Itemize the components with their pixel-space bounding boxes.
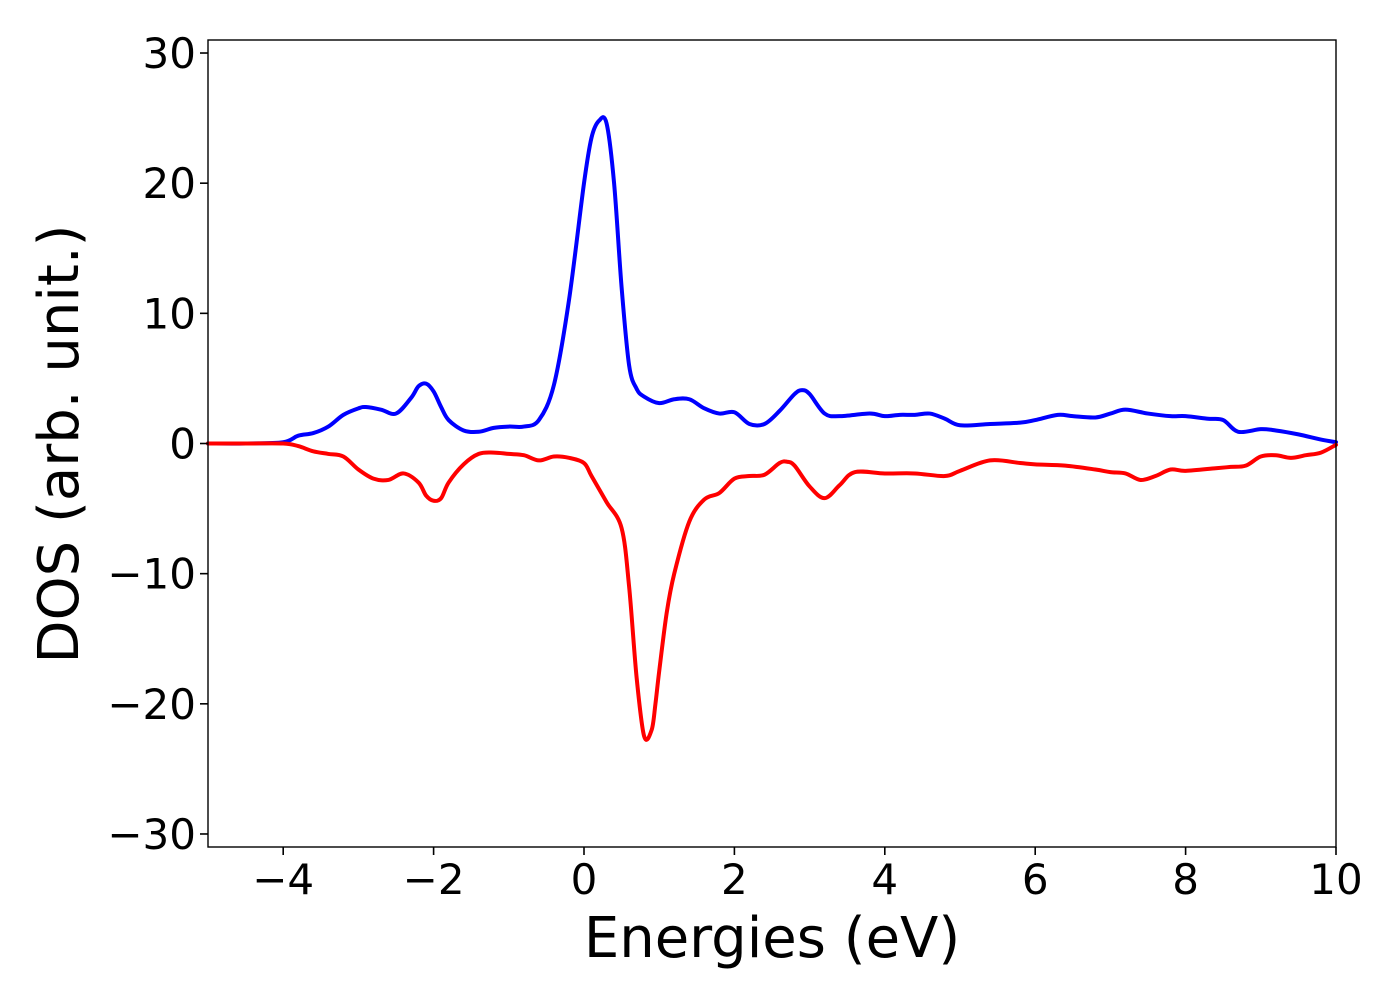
x-tick-label: −2 [403, 855, 465, 904]
y-axis: −30 −20 −10 0 10 20 30 [107, 29, 208, 859]
x-axis-title: Energies (eV) [584, 906, 960, 971]
x-tick-label: 4 [871, 855, 898, 904]
y-tick-label: 10 [143, 289, 196, 338]
y-tick-label: −30 [107, 810, 196, 859]
y-tick-label: −20 [107, 680, 196, 729]
y-tick-label: −10 [107, 550, 196, 599]
x-tick-label: 6 [1022, 855, 1049, 904]
y-tick-label: 20 [143, 159, 196, 208]
x-tick-label: 0 [571, 855, 598, 904]
x-tick-label: −4 [252, 855, 314, 904]
x-tick-label: 2 [721, 855, 748, 904]
plot-frame [207, 39, 1337, 848]
x-tick-label: 10 [1309, 855, 1362, 904]
x-tick-label: 8 [1172, 855, 1199, 904]
plot-area [206, 115, 1338, 742]
y-tick-label: 30 [143, 29, 196, 78]
series-line-blue [206, 115, 1338, 446]
y-axis-title: DOS (arb. unit.) [27, 224, 92, 663]
y-tick-label: 0 [169, 420, 196, 469]
series-line-red [206, 441, 1338, 742]
x-axis: −4 −2 0 2 4 6 8 10 [252, 847, 1363, 904]
